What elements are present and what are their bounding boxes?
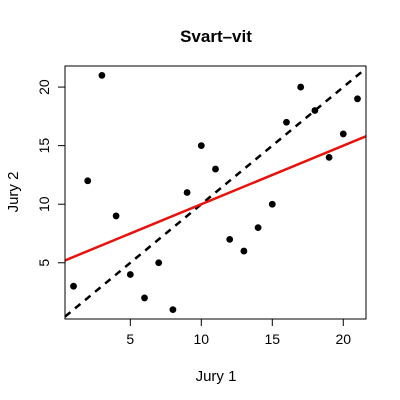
plot-area [65,67,366,318]
y-axis-label: Jury 2 [5,172,22,213]
data-point [183,189,191,196]
data-point [126,271,134,278]
data-point [339,130,347,138]
data-point [155,259,163,267]
identity-line [65,67,366,318]
y-tick-label: 10 [36,196,52,212]
data-point [254,224,262,232]
data-point [226,235,234,243]
data-point [84,177,92,185]
data-point [283,118,290,126]
data-point [240,247,248,255]
data-point [70,282,77,290]
data-point [141,294,148,302]
data-point [311,107,319,114]
data-point [169,306,177,314]
data-point [112,212,120,220]
data-point [212,165,219,173]
data-point [197,142,205,150]
y-axis: 5 10 15 20 [36,79,65,267]
plot-frame [64,65,367,320]
x-axis: 5 10 15 20 [126,319,351,347]
y-tick-label: 20 [36,79,52,95]
chart-title: Svart–vit [180,27,252,46]
x-tick-label: 15 [265,331,281,347]
data-point [268,200,276,208]
y-tick-label: 5 [36,259,52,267]
x-axis-label: Jury 1 [196,368,237,385]
data-point [354,95,361,103]
x-tick-label: 10 [194,331,210,347]
regression-line [65,135,366,262]
y-tick-label: 15 [36,138,52,154]
x-tick-label: 5 [126,331,134,347]
data-point [325,153,333,161]
x-tick-label: 20 [335,331,351,347]
data-point [297,83,305,91]
data-point [98,71,106,79]
